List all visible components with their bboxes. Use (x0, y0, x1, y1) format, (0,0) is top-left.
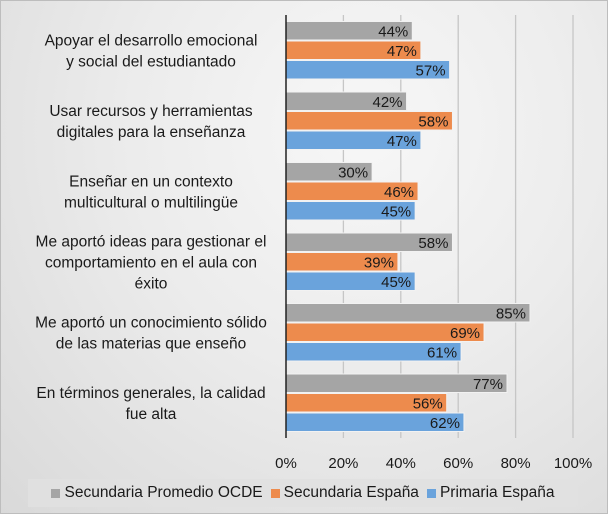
category-label-line: Me aportó ideas para gestionar el (36, 233, 267, 250)
bars: 44%47%57%42%58%47%30%46%45%58%39%45%85%6… (285, 21, 531, 432)
category-label-line: Enseñar en un contexto (69, 173, 233, 190)
bar-value-label: 47% (387, 133, 417, 150)
category-label-line: éxito (135, 275, 168, 292)
category-labels: Apoyar el desarrollo emocional y social d… (35, 32, 267, 423)
bar-value-label: 77% (473, 376, 503, 393)
category-label-line: digitales para la enseñanza (57, 124, 246, 141)
category-label-line: Apoyar el desarrollo emocional (45, 32, 258, 49)
x-tick-label: 20% (328, 455, 358, 472)
x-tick-labels: 0% 20% 40% 60% 80% 100% (275, 455, 592, 472)
bar-value-label: 85% (496, 305, 526, 322)
legend-label: Secundaria España (283, 484, 419, 501)
category-label: Enseñar en un contexto multicultural o mu… (64, 173, 238, 211)
x-tick-label: 80% (501, 455, 531, 472)
category-label-line: Me aportó un conocimiento sólido (35, 314, 267, 331)
x-tick-label: 0% (275, 455, 297, 472)
category-label-line: Usar recursos y herramientas (49, 103, 253, 120)
category-label: Apoyar el desarrollo emocional y social d… (45, 32, 258, 70)
gridlines (342, 15, 574, 438)
bar-value-label: 58% (418, 235, 448, 252)
bar-value-label: 46% (384, 184, 414, 201)
bar-value-label: 57% (416, 62, 446, 79)
bar-value-label: 42% (373, 94, 403, 111)
bar-value-label: 30% (338, 164, 368, 181)
category-label-line: multicultural o multilingüe (64, 194, 238, 211)
legend-item: Secundaria Promedio OCDE (51, 484, 263, 502)
bar-value-label: 56% (413, 395, 443, 412)
category-label-line: fue alta (126, 406, 177, 423)
category-label: Me aportó ideas para gestionar el comport… (36, 233, 267, 292)
bar-value-label: 47% (387, 43, 417, 60)
legend-swatch (270, 488, 280, 498)
category-label-line: comportamiento en el aula con (45, 254, 257, 271)
x-tick-label: 100% (554, 455, 592, 472)
legend-item: Secundaria España (270, 484, 419, 502)
bar-value-label: 61% (427, 344, 457, 361)
legend-label: Primaria España (439, 484, 555, 501)
legend-swatch (51, 488, 61, 498)
bar-value-label: 45% (381, 274, 411, 291)
legend-label: Secundaria Promedio OCDE (64, 484, 263, 501)
bar-value-label: 69% (450, 325, 480, 342)
category-label: Usar recursos y herramientas digitales pa… (49, 103, 253, 141)
x-tick-label: 40% (386, 455, 416, 472)
legend-item: Primaria España (426, 484, 555, 502)
category-label-line: de las materias que enseño (56, 335, 246, 352)
bar-value-label: 58% (418, 113, 448, 130)
category-label-line: En términos generales, la calidad (36, 385, 265, 402)
x-tick-label: 60% (443, 455, 473, 472)
bar-value-label: 62% (430, 415, 460, 432)
bar-value-label: 45% (381, 203, 411, 220)
legend: Secundaria Promedio OCDE Secundaria Españ… (28, 479, 578, 507)
category-label: Me aportó un conocimiento sólido de las m… (35, 314, 267, 352)
bar-value-label: 44% (378, 23, 408, 40)
bar (285, 303, 531, 323)
category-label-line: y social del estudiantado (66, 53, 236, 70)
legend-swatch (426, 488, 436, 498)
category-label: En términos generales, la calidad fue alt… (36, 385, 265, 423)
bar-value-label: 39% (364, 254, 394, 271)
